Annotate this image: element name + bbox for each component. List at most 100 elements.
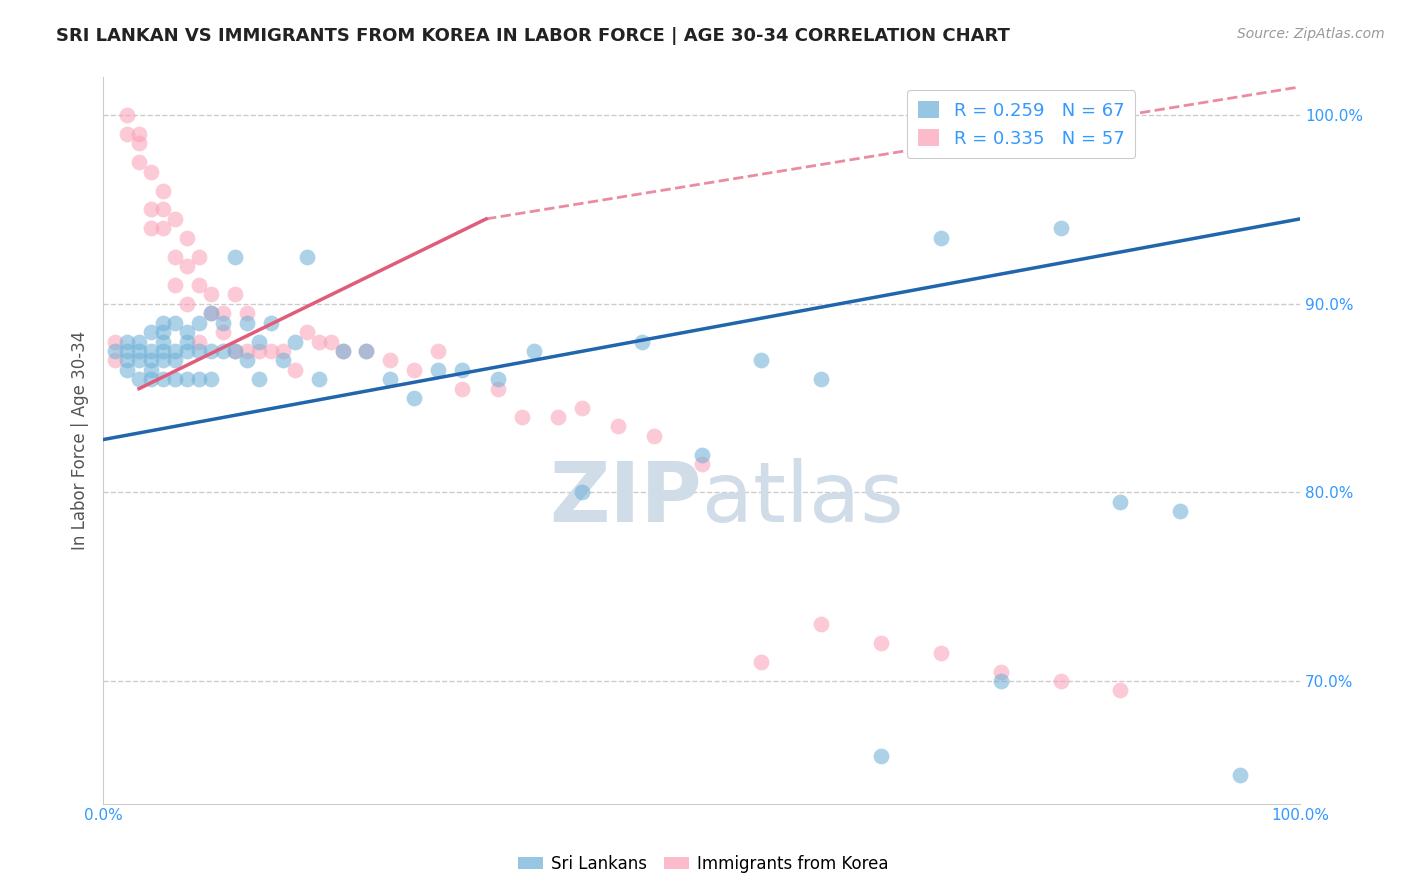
Point: [176, 231, 198, 245]
Point: [139, 353, 162, 368]
Point: [247, 334, 270, 349]
Point: [176, 325, 198, 339]
Point: [224, 287, 246, 301]
Point: [139, 325, 162, 339]
Point: [332, 343, 354, 358]
Point: [139, 372, 162, 386]
Point: [247, 343, 270, 358]
Point: [236, 353, 259, 368]
Point: [308, 334, 330, 349]
Point: [810, 617, 832, 632]
Point: [176, 372, 198, 386]
Point: [152, 316, 174, 330]
Point: [187, 372, 209, 386]
Point: [128, 136, 150, 151]
Point: [115, 353, 138, 368]
Point: [571, 401, 593, 415]
Point: [152, 221, 174, 235]
Point: [187, 334, 209, 349]
Point: [163, 316, 186, 330]
Text: ZIP: ZIP: [550, 458, 702, 539]
Point: [380, 372, 402, 386]
Point: [128, 353, 150, 368]
Point: [115, 334, 138, 349]
Point: [139, 165, 162, 179]
Point: [115, 127, 138, 141]
Point: [643, 429, 665, 443]
Point: [115, 363, 138, 377]
Point: [751, 655, 773, 669]
Point: [163, 343, 186, 358]
Point: [990, 665, 1012, 679]
Point: [332, 343, 354, 358]
Point: [115, 108, 138, 122]
Point: [451, 382, 474, 396]
Point: [176, 334, 198, 349]
Point: [200, 306, 222, 320]
Point: [236, 316, 259, 330]
Point: [236, 306, 259, 320]
Point: [163, 277, 186, 292]
Point: [1049, 221, 1071, 235]
Point: [211, 306, 233, 320]
Text: atlas: atlas: [702, 458, 903, 539]
Point: [152, 325, 174, 339]
Point: [1109, 495, 1132, 509]
Point: [990, 673, 1012, 688]
Point: [295, 325, 318, 339]
Point: [260, 343, 283, 358]
Point: [187, 250, 209, 264]
Point: [187, 343, 209, 358]
Point: [451, 363, 474, 377]
Point: [163, 250, 186, 264]
Point: [356, 343, 378, 358]
Point: [690, 457, 713, 471]
Point: [152, 353, 174, 368]
Point: [810, 372, 832, 386]
Point: [128, 343, 150, 358]
Point: [271, 343, 294, 358]
Point: [104, 343, 127, 358]
Point: [163, 372, 186, 386]
Point: [486, 382, 509, 396]
Point: [284, 334, 307, 349]
Point: [319, 334, 342, 349]
Point: [510, 409, 533, 424]
Legend: Sri Lankans, Immigrants from Korea: Sri Lankans, Immigrants from Korea: [510, 848, 896, 880]
Point: [751, 353, 773, 368]
Point: [630, 334, 652, 349]
Text: SRI LANKAN VS IMMIGRANTS FROM KOREA IN LABOR FORCE | AGE 30-34 CORRELATION CHART: SRI LANKAN VS IMMIGRANTS FROM KOREA IN L…: [56, 27, 1010, 45]
Legend: R = 0.259   N = 67, R = 0.335   N = 57: R = 0.259 N = 67, R = 0.335 N = 57: [907, 90, 1136, 159]
Point: [211, 325, 233, 339]
Point: [128, 372, 150, 386]
Point: [200, 306, 222, 320]
Point: [104, 334, 127, 349]
Point: [128, 127, 150, 141]
Point: [427, 343, 450, 358]
Point: [284, 363, 307, 377]
Point: [152, 343, 174, 358]
Point: [404, 391, 426, 405]
Point: [356, 343, 378, 358]
Point: [139, 363, 162, 377]
Point: [236, 343, 259, 358]
Point: [1109, 683, 1132, 698]
Point: [128, 334, 150, 349]
Point: [271, 353, 294, 368]
Point: [152, 334, 174, 349]
Point: [870, 636, 893, 650]
Point: [128, 155, 150, 169]
Point: [523, 343, 546, 358]
Point: [1049, 673, 1071, 688]
Point: [211, 316, 233, 330]
Point: [152, 184, 174, 198]
Point: [690, 448, 713, 462]
Point: [211, 343, 233, 358]
Point: [200, 372, 222, 386]
Point: [1168, 504, 1191, 518]
Text: Source: ZipAtlas.com: Source: ZipAtlas.com: [1237, 27, 1385, 41]
Point: [247, 372, 270, 386]
Point: [486, 372, 509, 386]
Point: [571, 485, 593, 500]
Point: [200, 287, 222, 301]
